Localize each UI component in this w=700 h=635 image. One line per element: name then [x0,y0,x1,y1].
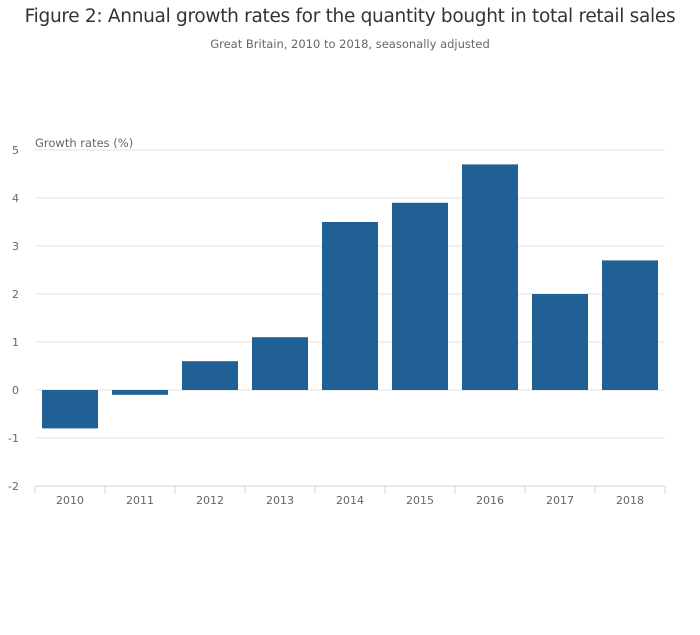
x-tick-label: 2013 [266,494,294,507]
x-tick-label: 2018 [616,494,644,507]
bar-2014[interactable] [322,222,378,390]
y-tick-label: 5 [12,144,19,157]
bars [42,164,658,429]
bar-2018[interactable] [602,260,658,390]
x-tick-label: 2010 [56,494,84,507]
x-tick-label: 2015 [406,494,434,507]
bar-2012[interactable] [182,361,238,390]
bar-2013[interactable] [252,337,308,390]
bar-2017[interactable] [532,294,588,390]
y-axis-ticks: 5 4 3 2 1 0 -1 -2 [8,144,19,493]
x-tick-label: 2016 [476,494,504,507]
y-tick-label: 1 [12,336,19,349]
x-tick-label: 2014 [336,494,364,507]
y-axis-label: Growth rates (%) [35,136,133,150]
x-tick-label: 2012 [196,494,224,507]
x-axis: 2010 2011 2012 2013 2014 2015 2016 2017 2018 [34,485,666,507]
y-tick-label: 4 [12,192,19,205]
y-tick-label: -2 [8,480,19,493]
chart-subtitle: Great Britain, 2010 to 2018, seasonally … [210,37,490,51]
y-tick-label: 2 [12,288,19,301]
y-tick-label: 3 [12,240,19,253]
x-tick-label: 2011 [126,494,154,507]
y-tick-label: -1 [8,432,19,445]
bar-2010[interactable] [42,390,98,429]
bar-2011[interactable] [112,390,168,395]
y-tick-label: 0 [12,384,19,397]
bar-2016[interactable] [462,164,518,390]
x-tick-label: 2017 [546,494,574,507]
bar-2015[interactable] [392,202,448,390]
chart-title: Figure 2: Annual growth rates for the qu… [24,6,676,27]
